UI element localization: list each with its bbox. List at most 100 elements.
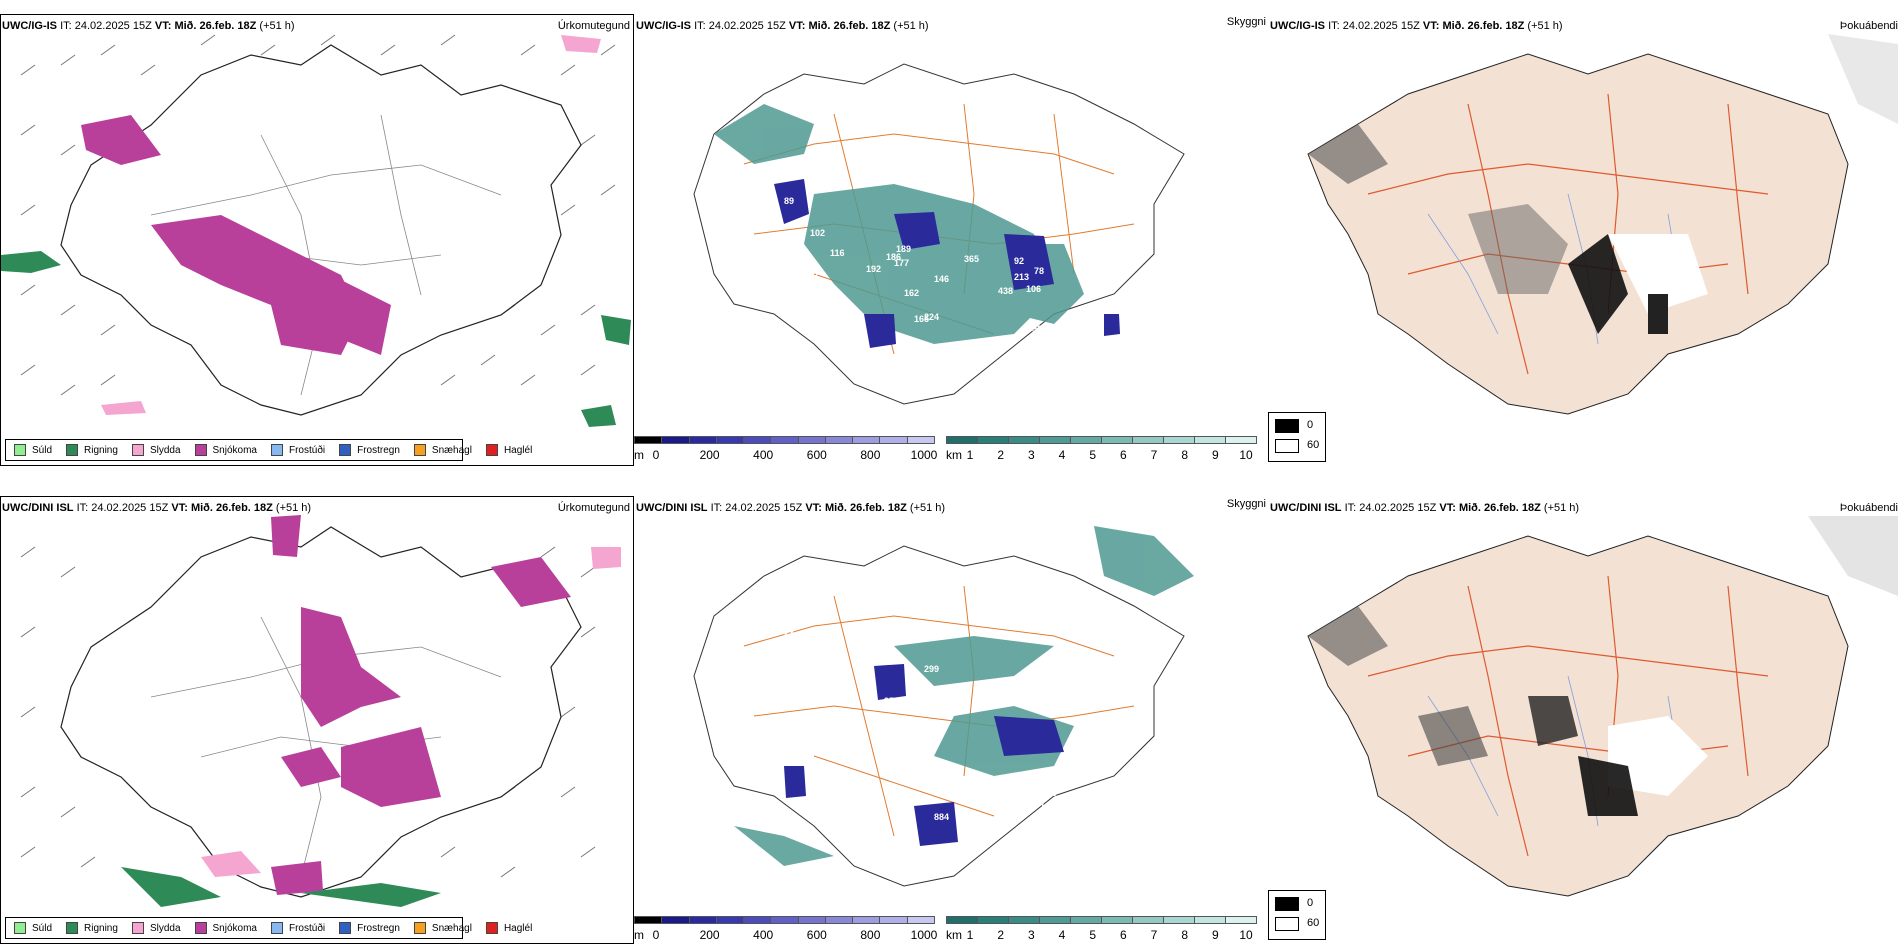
colorbar-segment (661, 916, 690, 924)
legend-label: Frostregn (357, 922, 400, 934)
it-label: IT: (1328, 20, 1340, 32)
fog-swatch-dark (1275, 419, 1299, 433)
cloud-base-label: 162 (904, 288, 919, 298)
colorbar-segment (1101, 436, 1133, 444)
legend-swatch (485, 444, 498, 456)
visibility-colorbar-2: km 1 2 3 4 5 6 7 8 9 10 (946, 916, 1257, 942)
legend-item: Slydda (131, 922, 181, 934)
colorbar-segment (715, 916, 745, 924)
colorbar-segment (1039, 436, 1071, 444)
legend-swatch (66, 922, 79, 934)
vt-label: VT: Mið. 26.feb. 18Z (1422, 20, 1525, 32)
island-outline (693, 545, 1185, 887)
snow-areas (81, 115, 391, 355)
cloud-base-label: 85 (888, 738, 898, 748)
cloud-base-label: 959 (884, 696, 899, 706)
fog-legend-1: 0 60 (1268, 412, 1326, 462)
cloud-base-label: 186 (886, 252, 901, 262)
visibility-areas (714, 104, 1084, 344)
lead-time: (+51 h) (275, 502, 312, 514)
fog-shading (1308, 516, 1898, 816)
title-cloud-1: UWC/IG-IS IT: 24.02.2025 15Z VT: Mið. 26… (636, 20, 929, 32)
cloud-base-label: 109 (764, 240, 779, 250)
legend-swatch (339, 922, 352, 934)
cloud-base-label: 10 (854, 800, 864, 810)
colorbar-tick: 6 (1119, 928, 1127, 942)
colorbar-segment (1163, 436, 1195, 444)
cloud-base-label: 915 (1034, 696, 1049, 706)
colorbar-tick: 10 (1239, 928, 1253, 942)
legend-label: Súld (32, 922, 53, 934)
panel-title-fog-1: Þokuábendi (1839, 20, 1898, 32)
legend-swatch (14, 922, 26, 934)
colorbar-tick: 0 (652, 928, 660, 942)
legend-label: Snjókoma (212, 444, 257, 456)
model-name: UWC/DINI ISL (1270, 502, 1342, 514)
colorbar-segment (906, 436, 935, 444)
colorbar-segment (661, 436, 690, 444)
colorbar-tick: 9 (1211, 928, 1219, 942)
colorbar-segment (946, 436, 978, 444)
panel-title-cloud-2: Skyggni (1226, 498, 1266, 510)
legend-item: Frostúði (270, 444, 325, 456)
legend-item: Slydda (131, 444, 181, 456)
legend-label: Haglél (503, 922, 533, 934)
lead-time: (+51 h) (893, 20, 929, 32)
cloud-base-label: 92 (1014, 256, 1024, 266)
legend-item: Súld (14, 444, 52, 456)
legend-item: Frostregn (339, 922, 400, 934)
fog-value-light: 60 (1307, 917, 1320, 929)
legend-item: Snæhagl (413, 922, 472, 934)
it-value: 24.02.2025 15Z (91, 502, 169, 514)
colorbar-segment (977, 436, 1009, 444)
panel-title-precip-1: Úrkomutegund (557, 20, 630, 32)
cloud-base-label: 884 (934, 812, 949, 822)
colorbar-tick: 10 (1239, 448, 1253, 462)
legend-label: Snæhagl (431, 922, 472, 934)
colorbar-tick: 1000 (910, 928, 938, 942)
colorbar-segment (1008, 436, 1040, 444)
colorbar-tick: 600 (806, 448, 827, 462)
legend-swatch (413, 444, 426, 456)
colorbar-segment (824, 436, 854, 444)
colorbar-segment (1163, 916, 1195, 924)
colorbar-tick: 3 (1027, 448, 1035, 462)
colorbar-tick: 400 (753, 448, 774, 462)
colorbar-tick: 7 (1150, 448, 1158, 462)
cloud-base-label: 213 (1014, 272, 1029, 282)
cloud-base-label: 23 (784, 628, 794, 638)
colorbar-tick: 3 (1027, 928, 1035, 942)
cloud-base-label: 254 (1024, 778, 1039, 788)
precip-legend-2: Súld Rigning Slydda Snjókoma Frostúði Frostre… (5, 917, 532, 939)
colorbar-segment (770, 436, 799, 444)
colorbar-segment (977, 916, 1009, 924)
colorbar-tick: 0 (652, 448, 660, 462)
colorbar-segment (1101, 916, 1133, 924)
fog-value-dark: 0 (1307, 897, 1314, 909)
rain-areas (1, 251, 631, 427)
visibility-colorbar-1: km 1 2 3 4 5 6 7 8 9 10 (946, 436, 1257, 462)
height-colorbar-1: m 0 200 400 600 800 1000 (634, 436, 937, 462)
colorbar-segment (879, 916, 908, 924)
panel-title-cloud-1: Skyggni (1226, 16, 1266, 28)
colorbar-unit: km (946, 928, 962, 942)
legend-item: Frostregn (339, 444, 400, 456)
cloud-base-label: 96 (882, 864, 892, 874)
cloud-base-label: 927 (1032, 324, 1047, 334)
cloud-base-label: 171 (906, 868, 921, 878)
colorbar-segment (1194, 916, 1226, 924)
colorbar-tick: 2 (997, 928, 1004, 942)
colorbar-segment (770, 916, 799, 924)
vt-label: VT: Mið. 26.feb. 18Z (805, 502, 907, 514)
cloud-panel-1: 89 102 109 130 116 186 189 177 192 365 92 78 213 146 4… (634, 14, 1266, 466)
cloud-base-label: 57 (880, 384, 890, 394)
precip-map-1 (1, 34, 631, 427)
it-label: IT: (76, 502, 89, 514)
legend-item: Frostúði (270, 922, 325, 934)
it-value: 24.02.2025 15Z (74, 20, 152, 32)
colorbar-segment (1070, 916, 1102, 924)
colorbar-segment (688, 436, 717, 444)
cloud-base-label: 199 (1042, 788, 1057, 798)
cloud-base-label: 116 (830, 248, 845, 258)
colorbar-tick: 400 (753, 928, 774, 942)
